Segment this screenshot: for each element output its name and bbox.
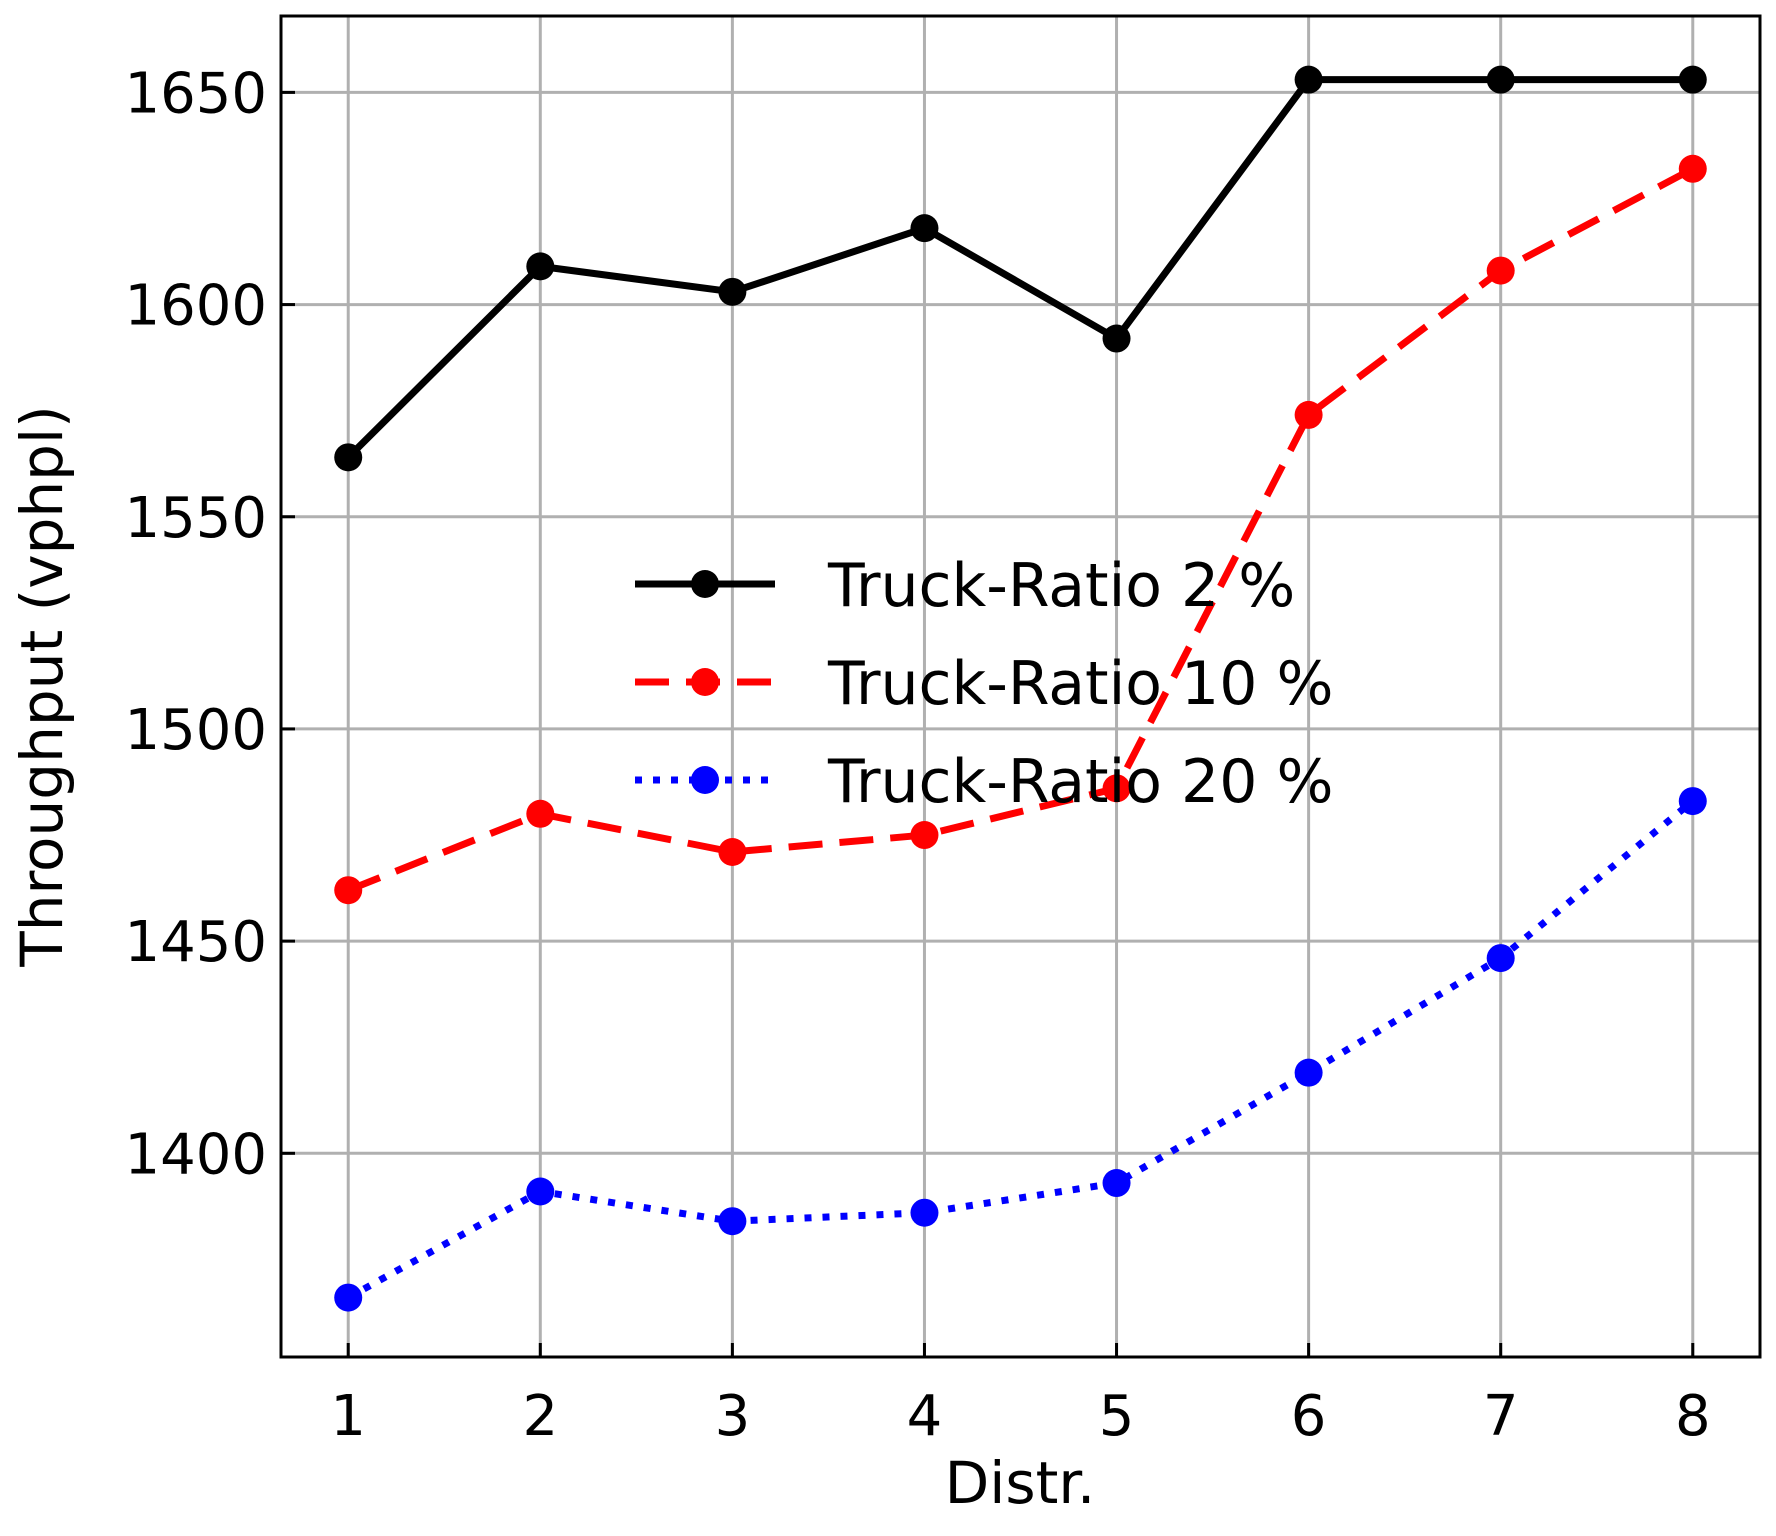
legend-marker: [691, 570, 719, 598]
grid: [281, 16, 1760, 1357]
data-point: [910, 214, 939, 243]
series-layer: [334, 65, 1707, 1312]
legend-marker: [691, 668, 719, 696]
x-tick-label: 1: [330, 1384, 366, 1449]
axis-ticks: 1 2 3 4 5 6 7 8 1400 1450 1500 1550 1600 1650: [124, 61, 1710, 1449]
x-tick-label: 7: [1483, 1384, 1519, 1449]
data-point: [1486, 65, 1515, 94]
legend-label: Truck-Ratio 10 %: [827, 649, 1333, 719]
y-tick-label: 1450: [124, 910, 267, 975]
legend-marker: [691, 766, 719, 794]
data-point: [334, 876, 363, 905]
x-tick-label: 5: [1099, 1384, 1135, 1449]
data-point: [1294, 400, 1323, 429]
series-line: [346, 165, 1695, 894]
y-tick-label: 1400: [124, 1122, 267, 1187]
x-axis-label: Distr.: [945, 1449, 1096, 1517]
data-point: [910, 1198, 939, 1227]
data-point: [526, 252, 555, 281]
plot-frame: [279, 14, 1762, 1359]
data-point: [1486, 944, 1515, 973]
data-point: [1102, 324, 1131, 353]
data-point: [910, 821, 939, 850]
y-tick-label: 1600: [124, 274, 267, 339]
data-point: [1486, 256, 1515, 285]
x-tick-label: 3: [715, 1384, 751, 1449]
legend-item: Truck-Ratio 10 %: [635, 649, 1333, 719]
series-2: [334, 154, 1707, 905]
series-1: [334, 65, 1707, 472]
data-point: [1678, 65, 1707, 94]
legend-item: Truck-Ratio 2 %: [635, 551, 1295, 621]
y-tick-label: 1550: [124, 486, 267, 551]
series-line: [346, 798, 1695, 1301]
series-line: [345, 76, 1693, 460]
legend-label: Truck-Ratio 2 %: [827, 551, 1295, 621]
y-tick-label: 1500: [124, 698, 267, 763]
data-point: [334, 443, 363, 472]
legend-item: Truck-Ratio 20 %: [635, 747, 1333, 817]
legend-label: Truck-Ratio 20 %: [827, 747, 1333, 817]
data-point: [718, 277, 747, 306]
series-3: [334, 787, 1707, 1312]
x-tick-label: 4: [907, 1384, 943, 1449]
data-point: [526, 1177, 555, 1206]
data-point: [1294, 1058, 1323, 1087]
data-point: [526, 799, 555, 828]
data-point: [1102, 1169, 1131, 1198]
x-tick-label: 8: [1675, 1384, 1711, 1449]
data-point: [1294, 65, 1323, 94]
legend: Truck-Ratio 2 % Truck-Ratio 10 % Truck-Rat…: [635, 551, 1333, 817]
data-point: [1102, 774, 1131, 803]
x-tick-label: 2: [522, 1384, 558, 1449]
y-axis-label: Throughput (vphpl): [8, 405, 76, 967]
data-point: [334, 1283, 363, 1312]
data-point: [1678, 154, 1707, 183]
y-tick-label: 1650: [124, 61, 267, 126]
data-point: [718, 1207, 747, 1236]
data-point: [1678, 787, 1707, 816]
x-tick-label: 6: [1291, 1384, 1327, 1449]
data-point: [718, 838, 747, 867]
